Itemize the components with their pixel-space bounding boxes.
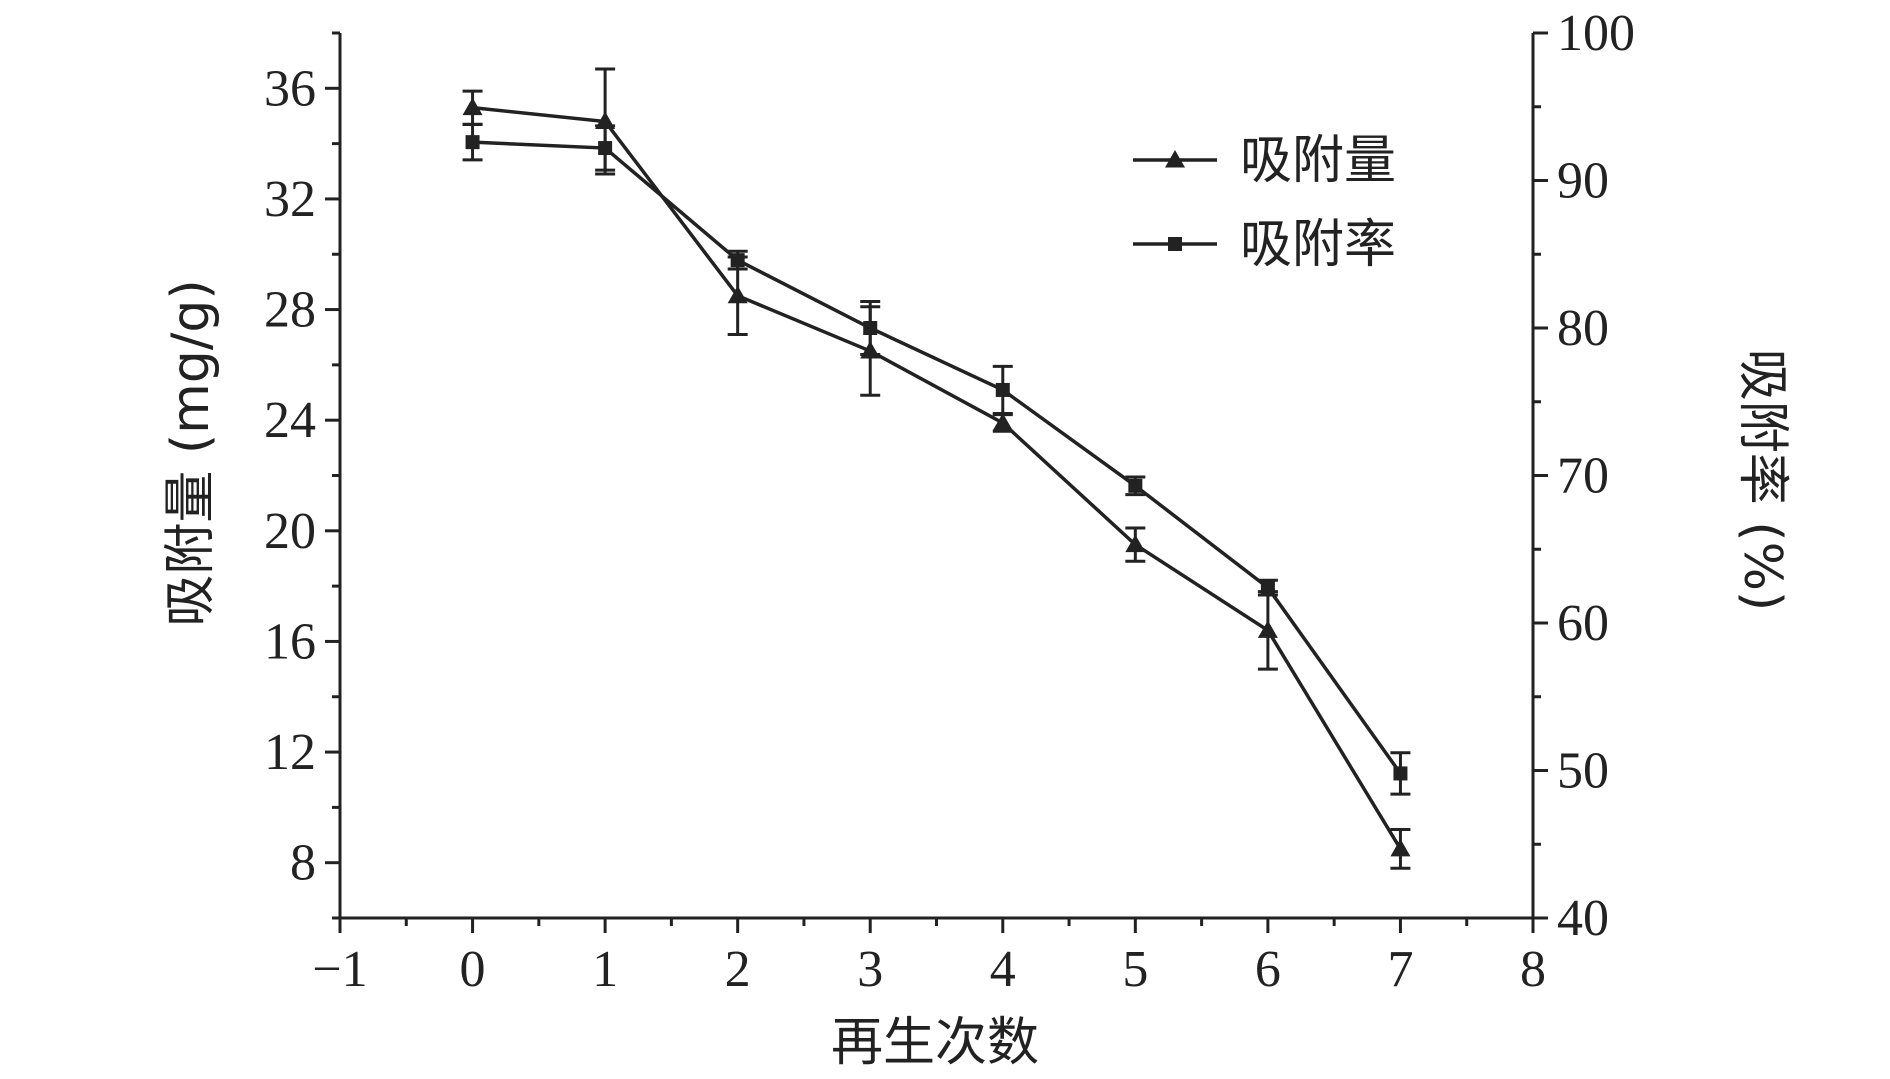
data-point: [1125, 534, 1146, 553]
x-tick-label: 4: [990, 941, 1016, 998]
data-point: [992, 412, 1013, 431]
y-tick-label: 8: [290, 835, 316, 892]
data-point: [598, 141, 613, 156]
data-point: [1393, 766, 1408, 781]
y-tick-label: 36: [264, 60, 316, 117]
y2-tick-label: 40: [1557, 890, 1609, 947]
x-tick-label: 1: [592, 941, 618, 998]
x-axis-title: 再生次数: [831, 1013, 1039, 1073]
y2-tick-label: 80: [1557, 300, 1609, 357]
y2-tick-label: 50: [1557, 743, 1609, 800]
series-square: [462, 122, 1411, 796]
y2-tick-label: 100: [1557, 5, 1635, 62]
data-point: [727, 285, 748, 304]
ticks: −1 0 1 2 3 4 5 6 7 881216202428323640506070809010…: [264, 5, 1635, 998]
x-tick-label: 7: [1387, 941, 1413, 998]
y2-axis-title: 吸附率 (%): [1732, 349, 1792, 612]
x-tick-label: 5: [1122, 941, 1148, 998]
y2-tick-label: 90: [1557, 153, 1609, 210]
y2-tick-label: 70: [1557, 448, 1609, 505]
data-point: [863, 321, 878, 335]
series-line: [472, 140, 1402, 775]
legend-label: 吸附量: [1240, 131, 1396, 191]
x-tick-label: 2: [725, 941, 751, 998]
y-tick-label: 16: [264, 613, 316, 670]
data-point: [1128, 478, 1143, 493]
data-point: [1257, 620, 1278, 638]
data-point: [730, 253, 745, 268]
data-point: [1260, 580, 1275, 595]
legend-label: 吸附率: [1240, 215, 1396, 275]
x-tick-label: −1: [312, 941, 367, 998]
y-tick-label: 20: [264, 503, 316, 560]
series-line: [472, 105, 1402, 850]
x-tick-label: 0: [460, 941, 486, 998]
data-point: [462, 97, 483, 116]
x-tick-label: 6: [1255, 941, 1281, 998]
y-tick-label: 28: [264, 282, 316, 339]
y-tick-label: 32: [264, 171, 316, 228]
y-tick-label: 24: [264, 392, 316, 449]
series-layer: [462, 67, 1411, 870]
x-tick-label: 3: [857, 941, 883, 998]
y-tick-label: 12: [264, 724, 316, 781]
data-point: [465, 135, 480, 150]
y2-tick-label: 60: [1557, 595, 1609, 652]
x-tick-label: 8: [1520, 941, 1546, 998]
legend-marker: [1165, 150, 1185, 168]
data-point: [995, 382, 1010, 397]
legend-marker: [1168, 237, 1182, 251]
y-axis-title: 吸附量 (mg/g): [161, 279, 221, 626]
data-point: [1390, 838, 1411, 857]
